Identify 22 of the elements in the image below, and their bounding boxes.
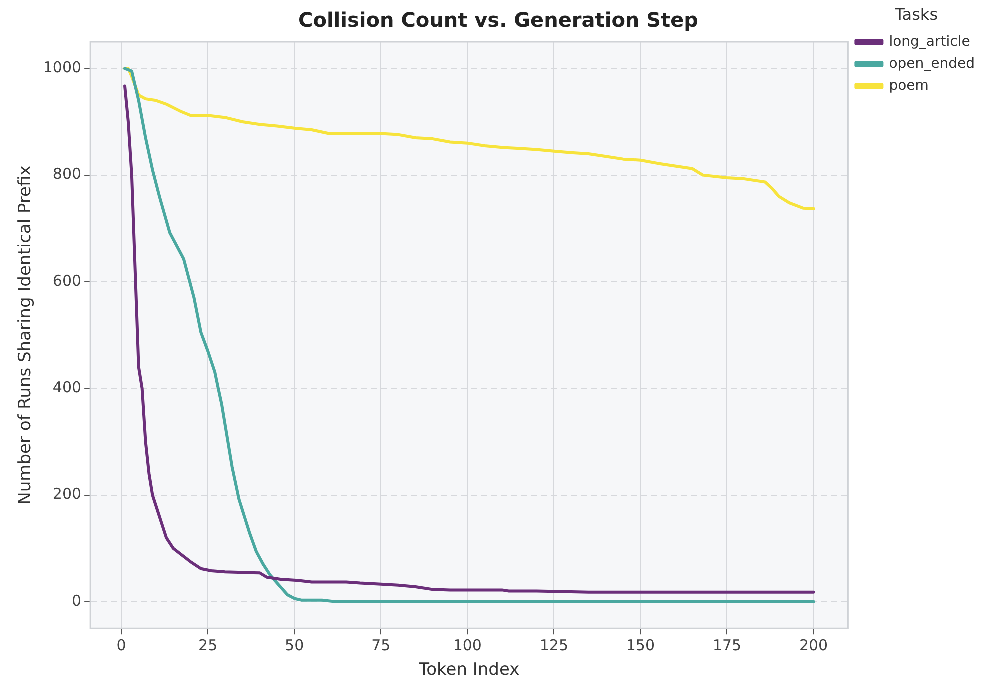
x-tick-label: 50 <box>285 636 304 654</box>
chart-title: Collision Count vs. Generation Step <box>298 8 698 32</box>
x-tick-label: 0 <box>116 636 126 654</box>
y-tick-label: 1000 <box>43 58 82 77</box>
legend-label: long_article <box>889 34 970 50</box>
x-tick-label: 125 <box>540 636 568 654</box>
y-tick-label: 0 <box>72 592 82 610</box>
x-axis-title: Token Index <box>418 660 520 680</box>
x-tick-label: 25 <box>198 636 218 654</box>
legend-label: poem <box>889 78 929 94</box>
x-tick-label: 150 <box>626 636 656 654</box>
y-axis-title: Number of Runs Sharing Identical Prefix <box>16 166 36 505</box>
x-tick-label: 100 <box>453 636 482 654</box>
legend-title: Tasks <box>894 5 938 24</box>
y-tick-label: 600 <box>52 272 82 290</box>
y-tick-label: 800 <box>52 165 82 184</box>
legend-label: open_ended <box>889 56 975 72</box>
x-tick-label: 75 <box>372 636 391 654</box>
x-tick-label: 200 <box>799 636 828 654</box>
y-tick-label: 400 <box>52 378 82 397</box>
y-tick-label: 200 <box>52 485 82 504</box>
x-tick-label: 175 <box>712 636 742 654</box>
